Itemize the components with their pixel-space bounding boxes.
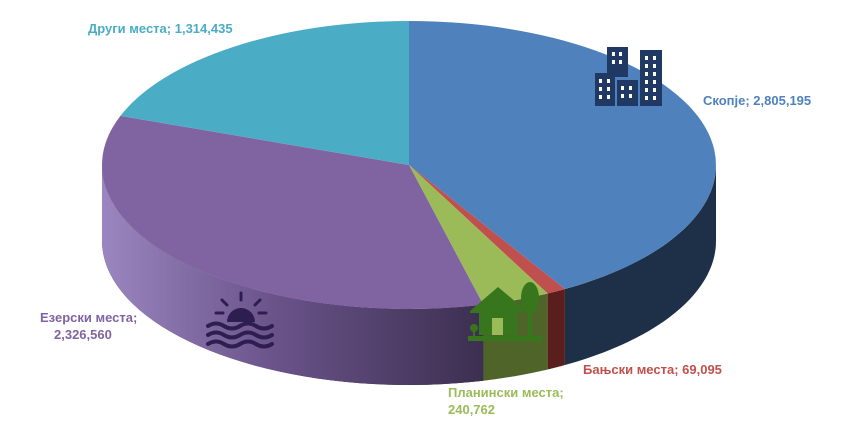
slice-label-banjski-text: Бањски места; 69,095 <box>583 362 722 377</box>
pie-slice-3 <box>101 115 484 309</box>
house-tree-icon <box>468 282 542 341</box>
slice-label-planinski-name: Планински места; <box>448 385 564 400</box>
slice-label-banjski: Бањски места; 69,095 <box>583 361 722 378</box>
slice-label-ezerski-name: Езерски места; <box>40 310 138 325</box>
pie-icons <box>206 47 662 349</box>
pie-slice-4 <box>120 21 409 165</box>
pie-side-0 <box>564 165 716 366</box>
pie-side-shade <box>102 165 484 385</box>
slice-label-drugi: Други места; 1,314,435 <box>88 20 233 37</box>
pie-slice-1 <box>409 165 565 294</box>
slice-label-ezerski-value: 2,326,560 <box>54 327 112 342</box>
pie-slice-0 <box>409 21 716 290</box>
slice-label-skopje: Скопје; 2,805,195 <box>703 92 811 109</box>
slice-label-planinski: Планински места; 240,762 <box>448 384 564 418</box>
city-buildings-icon <box>595 47 662 106</box>
slice-label-skopje-text: Скопје; 2,805,195 <box>703 93 812 108</box>
sunset-waves-icon <box>206 291 274 349</box>
pie-slice-2 <box>409 165 548 305</box>
slice-label-ezerski: Езерски места; 2,326,560 <box>40 309 137 343</box>
slice-label-drugi-text: Други места; 1,314,435 <box>88 21 233 36</box>
pie-tops <box>101 21 716 309</box>
slice-label-planinski-value: 240,762 <box>448 402 495 417</box>
pie-side-1 <box>547 289 565 370</box>
